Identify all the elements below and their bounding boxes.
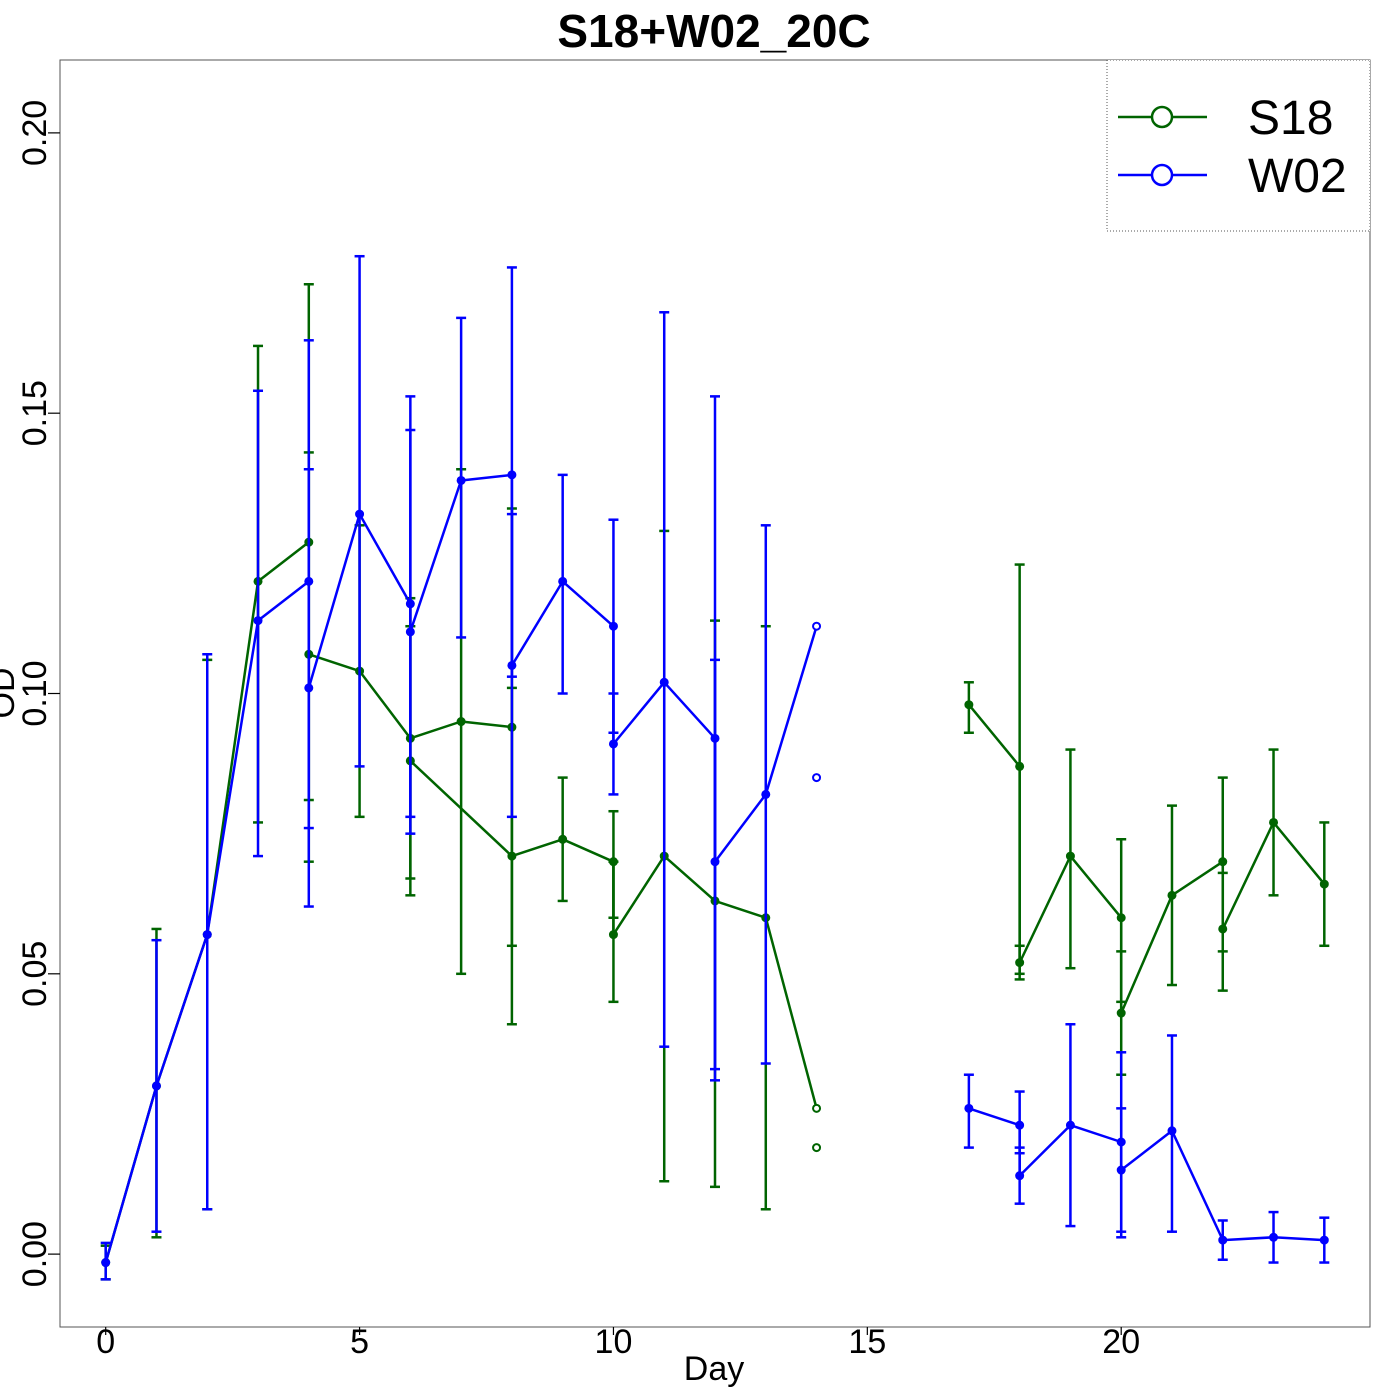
x-tick-label: 20 [1102,1323,1140,1361]
y-tick-label: 0.10 [16,660,54,726]
point-s18 [1218,857,1228,867]
y-axis: 0.00 0.05 0.10 0.15 0.20 [16,100,60,1287]
point-w02 [761,789,771,799]
point-s18 [1116,913,1126,923]
point-s18 [812,1103,822,1113]
point-s18 [1218,924,1228,934]
y-tick-label: 0.00 [16,1221,54,1287]
point-s18 [1015,761,1025,771]
point-w02 [1015,1171,1025,1181]
series-layer [100,254,1330,1281]
x-axis-label: Day [684,1350,744,1388]
point-w02 [1116,1137,1126,1147]
chart-title: S18+W02_20C [557,5,870,57]
point-w02 [812,773,822,783]
point-s18 [608,857,618,867]
line-w02 [968,1107,1325,1242]
x-tick-label: 5 [350,1323,369,1361]
point-s18 [608,930,618,940]
point-s18 [1116,1008,1126,1018]
legend-box [1106,59,1371,232]
point-w02 [151,1081,161,1091]
point-s18 [456,717,466,727]
x-tick-label: 10 [595,1323,633,1361]
y-tick-label: 0.05 [16,941,54,1007]
line-s18 [967,703,1326,1015]
point-w02 [456,475,466,485]
legend: S18 W02 [1106,59,1371,232]
point-w02 [812,621,822,631]
point-w02 [507,660,517,670]
x-axis: 0 5 10 15 20 [96,1323,1140,1361]
point-w02 [1065,1120,1075,1130]
point-w02 [1269,1232,1279,1242]
point-s18 [1015,958,1025,968]
series-w02 [100,254,1330,1281]
y-axis-label: OD [0,668,22,719]
legend-marker-s18 [1150,105,1174,129]
point-w02 [1319,1235,1329,1245]
point-w02 [253,616,263,626]
point-s18 [558,834,568,844]
point-w02 [558,576,568,586]
point-w02 [1116,1165,1126,1175]
point-s18 [812,1143,822,1153]
point-s18 [1065,851,1075,861]
point-w02 [1167,1126,1177,1136]
point-w02 [710,733,720,743]
point-w02 [202,930,212,940]
point-w02 [608,621,618,631]
point-w02 [507,470,517,480]
point-w02 [710,857,720,867]
point-s18 [1319,879,1329,889]
x-tick-label: 15 [848,1323,886,1361]
point-w02 [101,1258,111,1268]
point-w02 [405,627,415,637]
x-tick-label: 0 [96,1323,115,1361]
point-w02 [1218,1235,1228,1245]
point-w02 [405,599,415,609]
point-w02 [964,1103,974,1113]
legend-label-s18: S18 [1248,92,1333,145]
legend-marker-w02 [1150,163,1174,187]
point-w02 [304,683,314,693]
point-s18 [507,851,517,861]
point-s18 [1167,890,1177,900]
point-w02 [659,677,669,687]
point-w02 [1015,1120,1025,1130]
y-tick-label: 0.20 [16,100,54,166]
point-s18 [1269,817,1279,827]
point-s18 [964,700,974,710]
y-tick-label: 0.15 [16,380,54,446]
point-w02 [355,509,365,519]
point-w02 [608,739,618,749]
legend-label-w02: W02 [1248,150,1347,203]
